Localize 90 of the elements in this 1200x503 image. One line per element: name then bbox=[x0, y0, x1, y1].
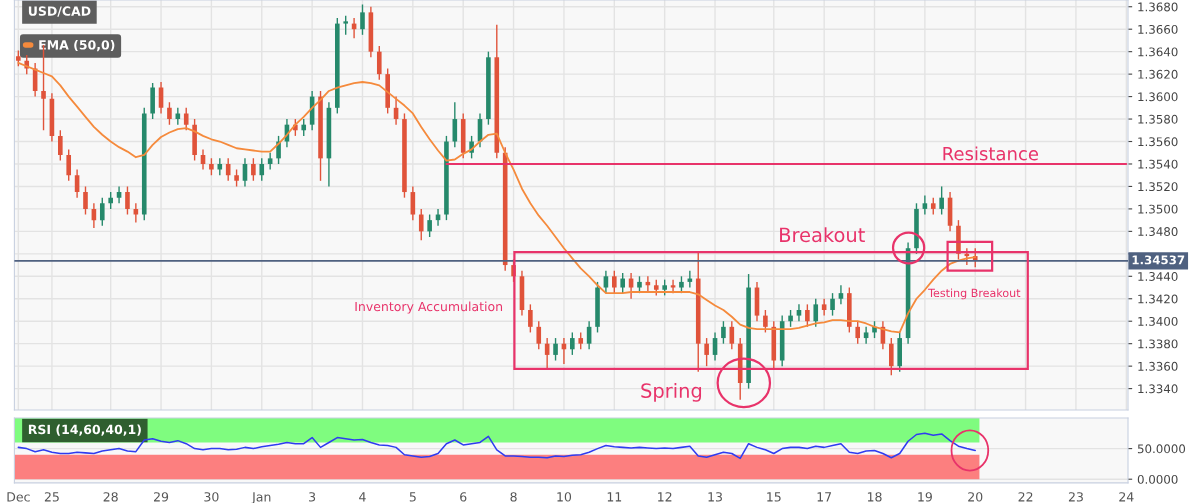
candlestick bbox=[838, 284, 844, 306]
y-tick-label: 1.3480 bbox=[1138, 227, 1178, 237]
y-tick-label: 1.3540 bbox=[1138, 159, 1178, 169]
candlestick bbox=[360, 3, 365, 36]
candlestick bbox=[183, 107, 189, 131]
candlestick bbox=[99, 196, 105, 227]
y-tick-label: 1.3660 bbox=[1138, 24, 1178, 34]
candlestick bbox=[116, 185, 122, 204]
x-tick-label: 25 bbox=[44, 492, 59, 502]
annotation: Spring bbox=[641, 382, 702, 402]
x-tick-label: 6 bbox=[460, 492, 467, 502]
candlestick bbox=[821, 298, 827, 317]
x-tick-label: 18 bbox=[867, 492, 882, 502]
x-tick-label: 10 bbox=[557, 492, 572, 502]
candlestick bbox=[939, 185, 944, 216]
candlestick bbox=[830, 292, 835, 317]
x-tick-label: 12 bbox=[658, 492, 672, 502]
series-label: Resistance bbox=[943, 146, 1039, 161]
y-tick-label: 1.3360 bbox=[1138, 361, 1178, 371]
x-tick-label: 17 bbox=[817, 492, 832, 502]
annotation: Testing Breakout bbox=[928, 288, 1021, 300]
x-tick-label: Dec bbox=[7, 492, 30, 502]
y-tick-label: 50.0000 bbox=[1137, 444, 1186, 454]
candlestick bbox=[570, 331, 575, 356]
candlestick bbox=[251, 157, 256, 182]
candlestick bbox=[796, 303, 802, 322]
x-tick-label: 5 bbox=[409, 492, 416, 502]
candlestick bbox=[620, 272, 625, 294]
candlestick bbox=[418, 208, 424, 242]
candlestick bbox=[267, 152, 273, 171]
y-tick-label: 1.3640 bbox=[1138, 47, 1178, 57]
x-tick-label: 4 bbox=[359, 492, 366, 502]
candlestick bbox=[763, 309, 768, 334]
candlestick bbox=[704, 337, 709, 367]
ref-line-label: 1.34537 bbox=[1132, 255, 1185, 265]
candlestick bbox=[813, 298, 819, 328]
y-tick-label: 1.3560 bbox=[1138, 137, 1178, 147]
x-tick-label: 11 bbox=[607, 492, 622, 502]
x-tick-label: 24 bbox=[1119, 492, 1134, 502]
y-tick-label: 1.3500 bbox=[1138, 204, 1178, 214]
chart-title: USD/CAD bbox=[28, 6, 91, 17]
x-tick-label: 8 bbox=[510, 492, 517, 502]
y-tick-label: 1.3680 bbox=[1138, 2, 1178, 12]
x-tick-label: 3 bbox=[309, 492, 316, 502]
candlestick bbox=[83, 185, 88, 216]
candlestick bbox=[66, 148, 72, 182]
candlestick bbox=[536, 320, 542, 350]
candlestick bbox=[175, 107, 181, 126]
x-tick-label: 28 bbox=[103, 492, 118, 502]
y-tick-label: 1.3580 bbox=[1138, 114, 1178, 124]
x-tick-label: 13 bbox=[708, 492, 722, 502]
candlestick bbox=[603, 269, 609, 294]
y-tick-label: 1.3380 bbox=[1138, 339, 1178, 349]
candlestick bbox=[863, 326, 869, 345]
candlestick bbox=[376, 45, 382, 81]
legend-label: EMA (50,0) bbox=[39, 39, 115, 52]
x-tick-label: 20 bbox=[968, 492, 983, 502]
x-tick-label: 15 bbox=[767, 492, 781, 502]
y-tick-label: 1.3620 bbox=[1138, 69, 1178, 79]
annotation: Inventory Accumulation bbox=[355, 301, 503, 314]
x-tick-label: Jan bbox=[251, 492, 271, 503]
candlestick bbox=[259, 157, 265, 182]
candlestick bbox=[611, 269, 617, 294]
candlestick bbox=[721, 320, 726, 345]
x-tick-label: 19 bbox=[918, 492, 932, 502]
x-tick-label: 22 bbox=[1018, 492, 1033, 502]
candlestick bbox=[58, 129, 63, 162]
y-tick-label: 1.3440 bbox=[1138, 272, 1178, 281]
chart-title: RSI (14,60,40,1) bbox=[28, 424, 141, 436]
candlestick bbox=[528, 303, 533, 334]
y-tick-label: 1.3340 bbox=[1138, 384, 1178, 394]
candlestick bbox=[427, 213, 432, 238]
y-tick-label: 1.3600 bbox=[1138, 92, 1178, 102]
candlestick bbox=[553, 337, 558, 362]
x-tick-label: 30 bbox=[204, 492, 219, 502]
x-tick-label: 23 bbox=[1068, 492, 1083, 502]
candlestick bbox=[805, 303, 810, 328]
annotation: Breakout bbox=[780, 227, 865, 243]
candlestick bbox=[888, 337, 894, 376]
y-tick-label: 1.3520 bbox=[1138, 182, 1178, 192]
candlestick bbox=[167, 101, 172, 126]
candlestick bbox=[922, 194, 928, 216]
y-tick-label: 1.3400 bbox=[1138, 316, 1178, 326]
candlestick bbox=[343, 15, 349, 36]
y-tick-label: 0.0000 bbox=[1137, 474, 1178, 484]
y-tick-label: 1.3420 bbox=[1138, 294, 1178, 304]
x-tick-label: 29 bbox=[154, 492, 169, 502]
candlestick bbox=[133, 202, 139, 224]
candlestick bbox=[855, 320, 861, 345]
candlestick bbox=[125, 185, 130, 216]
